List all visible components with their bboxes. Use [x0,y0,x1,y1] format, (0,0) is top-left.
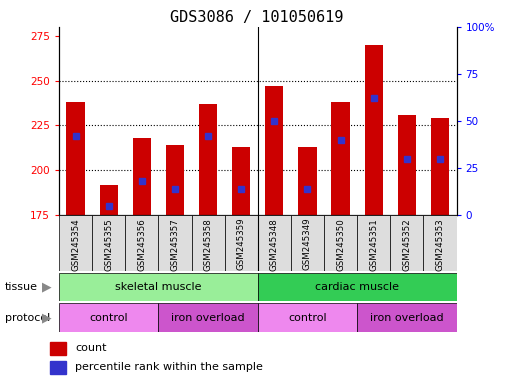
Text: count: count [75,343,106,353]
Bar [67,102,85,215]
Text: percentile rank within the sample: percentile rank within the sample [75,362,263,372]
Text: protocol: protocol [5,313,50,323]
Bar [232,147,250,215]
Text: GSM245352: GSM245352 [402,218,411,271]
FancyBboxPatch shape [59,303,159,332]
FancyBboxPatch shape [125,215,159,271]
Bar [199,104,217,215]
Text: GSM245348: GSM245348 [270,218,279,271]
Text: iron overload: iron overload [171,313,245,323]
Text: ▶: ▶ [43,311,52,324]
Bar [365,45,383,215]
FancyBboxPatch shape [291,215,324,271]
Text: skeletal muscle: skeletal muscle [115,282,202,292]
FancyBboxPatch shape [159,215,191,271]
Text: GSM245351: GSM245351 [369,218,378,271]
FancyBboxPatch shape [92,215,125,271]
Text: cardiac muscle: cardiac muscle [315,282,399,292]
Text: GSM245358: GSM245358 [204,218,212,271]
FancyBboxPatch shape [59,273,258,301]
Text: GSM245349: GSM245349 [303,218,312,270]
Text: GSM245357: GSM245357 [170,218,180,271]
FancyBboxPatch shape [357,303,457,332]
Bar [431,118,449,215]
FancyBboxPatch shape [59,215,92,271]
FancyBboxPatch shape [357,215,390,271]
Text: tissue: tissue [5,282,38,292]
Text: control: control [288,313,327,323]
Bar [166,145,184,215]
Text: GSM245354: GSM245354 [71,218,80,271]
Text: GSM245353: GSM245353 [436,218,444,271]
FancyBboxPatch shape [258,273,457,301]
Text: GSM245359: GSM245359 [236,218,246,270]
Text: GSM245356: GSM245356 [137,218,146,271]
FancyBboxPatch shape [191,215,225,271]
Bar [50,342,66,355]
Text: iron overload: iron overload [370,313,444,323]
Text: control: control [89,313,128,323]
Bar [331,102,350,215]
FancyBboxPatch shape [390,215,423,271]
Bar [299,147,317,215]
Bar [133,138,151,215]
Bar [50,361,66,374]
Text: GSM245355: GSM245355 [104,218,113,271]
FancyBboxPatch shape [324,215,357,271]
Bar [100,185,118,215]
FancyBboxPatch shape [258,215,291,271]
Bar [265,86,284,215]
Text: GDS3086 / 101050619: GDS3086 / 101050619 [170,10,343,25]
Text: GSM245350: GSM245350 [336,218,345,271]
FancyBboxPatch shape [423,215,457,271]
Text: ▶: ▶ [43,281,52,293]
FancyBboxPatch shape [225,215,258,271]
FancyBboxPatch shape [258,303,357,332]
Bar [398,115,416,215]
FancyBboxPatch shape [159,303,258,332]
